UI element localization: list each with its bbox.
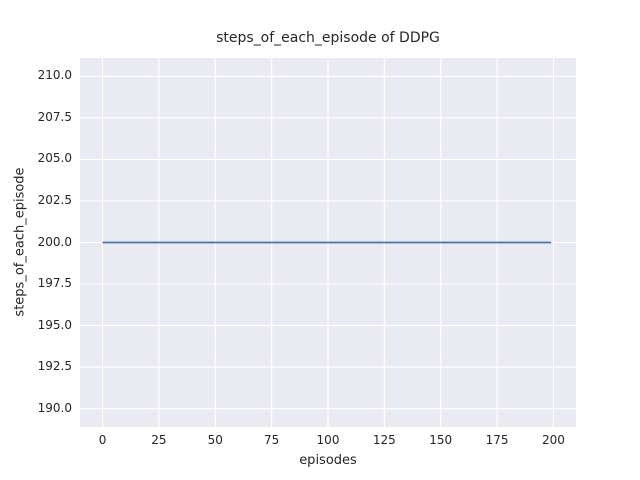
y-tick-label: 205.0 (37, 151, 72, 166)
x-tick-label: 25 (151, 433, 167, 447)
y-tick-label: 192.5 (37, 359, 72, 374)
y-tick-label: 197.5 (37, 276, 72, 291)
y-tick-label: 190.0 (37, 400, 72, 415)
y-tick-label: 202.5 (37, 192, 72, 207)
x-tick-label: 100 (316, 433, 340, 447)
x-tick-label: 200 (542, 433, 565, 447)
plot-area (80, 58, 576, 427)
y-tick-label: 200.0 (37, 234, 72, 249)
x-tick-label: 125 (372, 433, 396, 447)
chart-title: steps_of_each_episode of DDPG (216, 30, 440, 46)
plot-canvas (80, 58, 576, 427)
x-axis-label: episodes (299, 453, 357, 468)
y-tick-label: 207.5 (37, 109, 72, 124)
y-tick-label: 210.0 (37, 68, 72, 83)
x-tick-label: 0 (98, 433, 107, 447)
x-tick-label: 175 (485, 433, 509, 447)
x-tick-label: 75 (263, 433, 280, 447)
y-tick-label: 195.0 (37, 317, 72, 332)
x-tick-label: 150 (429, 433, 453, 447)
x-tick-label: 50 (207, 433, 223, 447)
y-axis-label: steps_of_each_episode (12, 167, 28, 317)
